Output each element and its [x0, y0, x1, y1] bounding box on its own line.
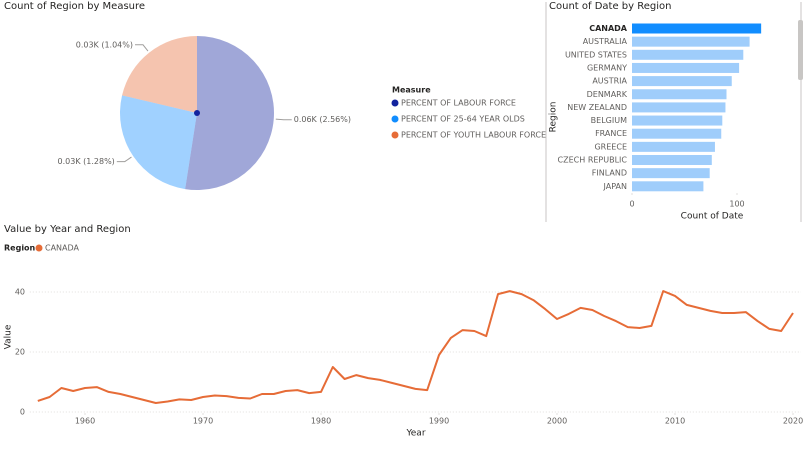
legend-marker — [391, 115, 399, 123]
bar — [632, 102, 726, 113]
y-tick-label: DENMARK — [587, 90, 628, 99]
pie-slice — [122, 35, 197, 113]
legend-title: Measure — [392, 86, 431, 95]
y-tick-label: FINLAND — [592, 169, 627, 178]
y-axis-title: Region — [549, 102, 559, 133]
y-tick-label: 20 — [15, 348, 25, 357]
data-label: 0.06K (2.56%) — [294, 115, 351, 124]
legend-marker — [35, 244, 43, 252]
legend-marker — [391, 99, 399, 107]
y-tick-label: CZECH REPUBLIC — [558, 156, 628, 165]
x-tick-label: 2010 — [665, 417, 685, 426]
legend-title: Region — [4, 244, 36, 253]
y-tick-label: AUSTRALIA — [583, 37, 628, 46]
legend-marker — [391, 131, 399, 139]
bar — [632, 49, 744, 60]
x-axis-title: Year — [405, 429, 425, 439]
y-tick-label: FRANCE — [595, 129, 627, 138]
bar-title: Count of Date by Region — [549, 1, 671, 12]
x-tick-label: 2000 — [547, 417, 567, 426]
y-tick-label: GREECE — [594, 142, 627, 151]
bar — [632, 23, 762, 34]
legend-label: PERCENT OF 25-64 YEAR OLDS — [401, 115, 525, 124]
bar — [632, 62, 740, 73]
leader-line — [116, 156, 132, 163]
x-tick-label: 1990 — [429, 417, 449, 426]
y-tick-label: JAPAN — [603, 182, 627, 191]
pie-center — [194, 110, 200, 116]
bar — [632, 168, 710, 179]
x-tick-label: 0 — [629, 200, 634, 209]
data-label: 0.03K (1.28%) — [58, 157, 115, 166]
y-tick-label: AUSTRIA — [592, 77, 627, 86]
legend-label: PERCENT OF LABOUR FORCE — [401, 99, 516, 108]
bar — [632, 141, 715, 152]
y-tick-label: UNITED STATES — [565, 50, 627, 59]
pie-slice — [119, 95, 197, 190]
line-series — [37, 290, 794, 404]
bar — [632, 115, 723, 126]
data-label: 0.03K (1.04%) — [76, 40, 133, 49]
y-tick-label: 40 — [15, 288, 25, 297]
scrollbar[interactable] — [798, 20, 803, 80]
x-tick-label: 100 — [729, 200, 744, 209]
bar — [632, 155, 712, 165]
y-tick-label: BELGIUM — [591, 116, 627, 125]
x-tick-label: 1970 — [193, 417, 213, 426]
y-tick-label: 0 — [20, 408, 25, 417]
legend-label: CANADA — [45, 244, 80, 253]
x-tick-label: 1980 — [311, 417, 331, 426]
legend-label: PERCENT OF YOUTH LABOUR FORCE — [401, 131, 546, 140]
y-axis-title: Value — [4, 324, 14, 349]
pie-title: Count of Region by Measure — [4, 1, 145, 12]
y-tick-label: CANADA — [589, 24, 628, 33]
line-title: Value by Year and Region — [4, 224, 131, 235]
x-axis-title: Count of Date — [681, 212, 744, 222]
leader-line — [135, 44, 149, 52]
bar — [632, 36, 750, 47]
x-tick-label: 2020 — [783, 417, 803, 426]
bar — [632, 89, 727, 100]
bar — [632, 128, 722, 139]
x-tick-label: 1960 — [75, 417, 95, 426]
pie-slice — [185, 36, 274, 190]
bar — [632, 76, 732, 87]
leader-line — [275, 118, 292, 121]
y-tick-label: NEW ZEALAND — [567, 103, 627, 112]
bar — [632, 181, 704, 192]
y-tick-label: GERMANY — [587, 63, 627, 72]
